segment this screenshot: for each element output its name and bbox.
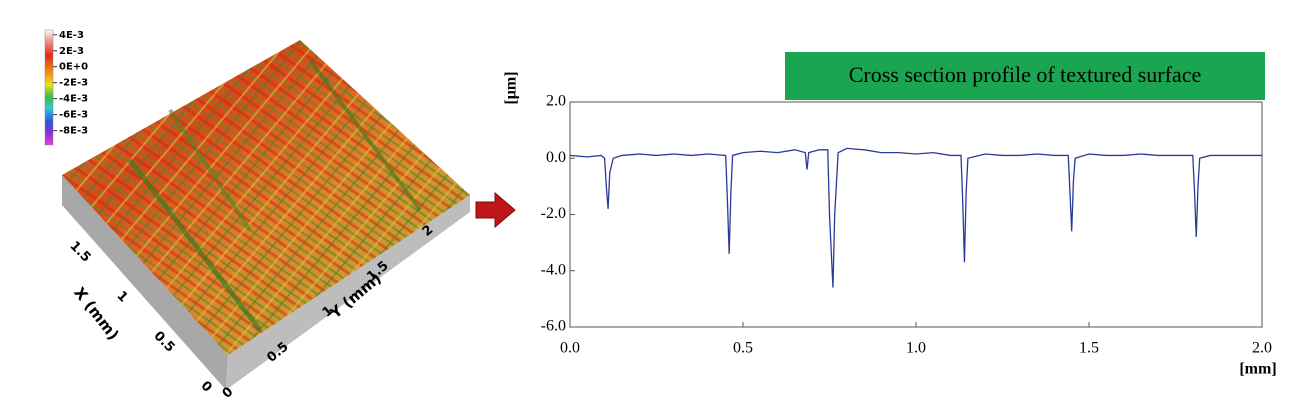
y-tick-label: 0.0 xyxy=(546,149,566,166)
x-axis-label: [mm] xyxy=(1239,361,1276,378)
surface-block xyxy=(62,40,470,390)
title-box xyxy=(785,52,1265,100)
profile-line xyxy=(569,147,1262,288)
colorbar-label: 4E-3 xyxy=(59,30,84,41)
surface-groove xyxy=(308,58,422,212)
x-tick-label: 0.5 xyxy=(733,340,753,357)
y-tick-label: -6.0 xyxy=(541,318,566,335)
surface-side-right xyxy=(226,195,470,390)
chart-title: Cross section profile of textured surfac… xyxy=(849,62,1202,87)
colorbar-label: 2E-3 xyxy=(59,46,84,57)
y-tick-label: 2.0 xyxy=(546,93,566,110)
y-axis-label: [μm] xyxy=(503,71,520,104)
colorbar-label: -6E-3 xyxy=(59,110,88,121)
x-tick-label: 0.0 xyxy=(560,340,580,357)
surface-groove xyxy=(168,108,252,232)
surface-x-tick-label: 1 xyxy=(113,288,130,305)
colorbar-label: -2E-3 xyxy=(59,78,88,89)
x-tick-label: 2.0 xyxy=(1252,340,1272,357)
x-tick-label: 1.0 xyxy=(906,340,926,357)
colorbar-label: 0E+0 xyxy=(59,62,88,73)
surface-side-left xyxy=(62,175,228,390)
surface-y-tick-label: 0 xyxy=(220,384,237,401)
surface-groove xyxy=(128,158,262,332)
surface-texture xyxy=(62,40,470,355)
colorbar xyxy=(44,29,54,146)
x-tick-label: 1.5 xyxy=(1079,340,1099,357)
surface-x-tick-label: 0.5 xyxy=(151,329,178,356)
surface-x-tick-label: 0 xyxy=(197,378,214,395)
arrow xyxy=(475,191,516,229)
colorbar-label: -4E-3 xyxy=(59,94,88,105)
y-tick-label: -4.0 xyxy=(541,261,566,278)
plot-frame xyxy=(569,101,1263,328)
colorbar-label: -8E-3 xyxy=(59,126,88,137)
surface-x-tick-label: 1.5 xyxy=(67,239,94,266)
surface-x-label: X (mm) xyxy=(70,284,122,344)
y-tick-label: -2.0 xyxy=(541,205,566,222)
